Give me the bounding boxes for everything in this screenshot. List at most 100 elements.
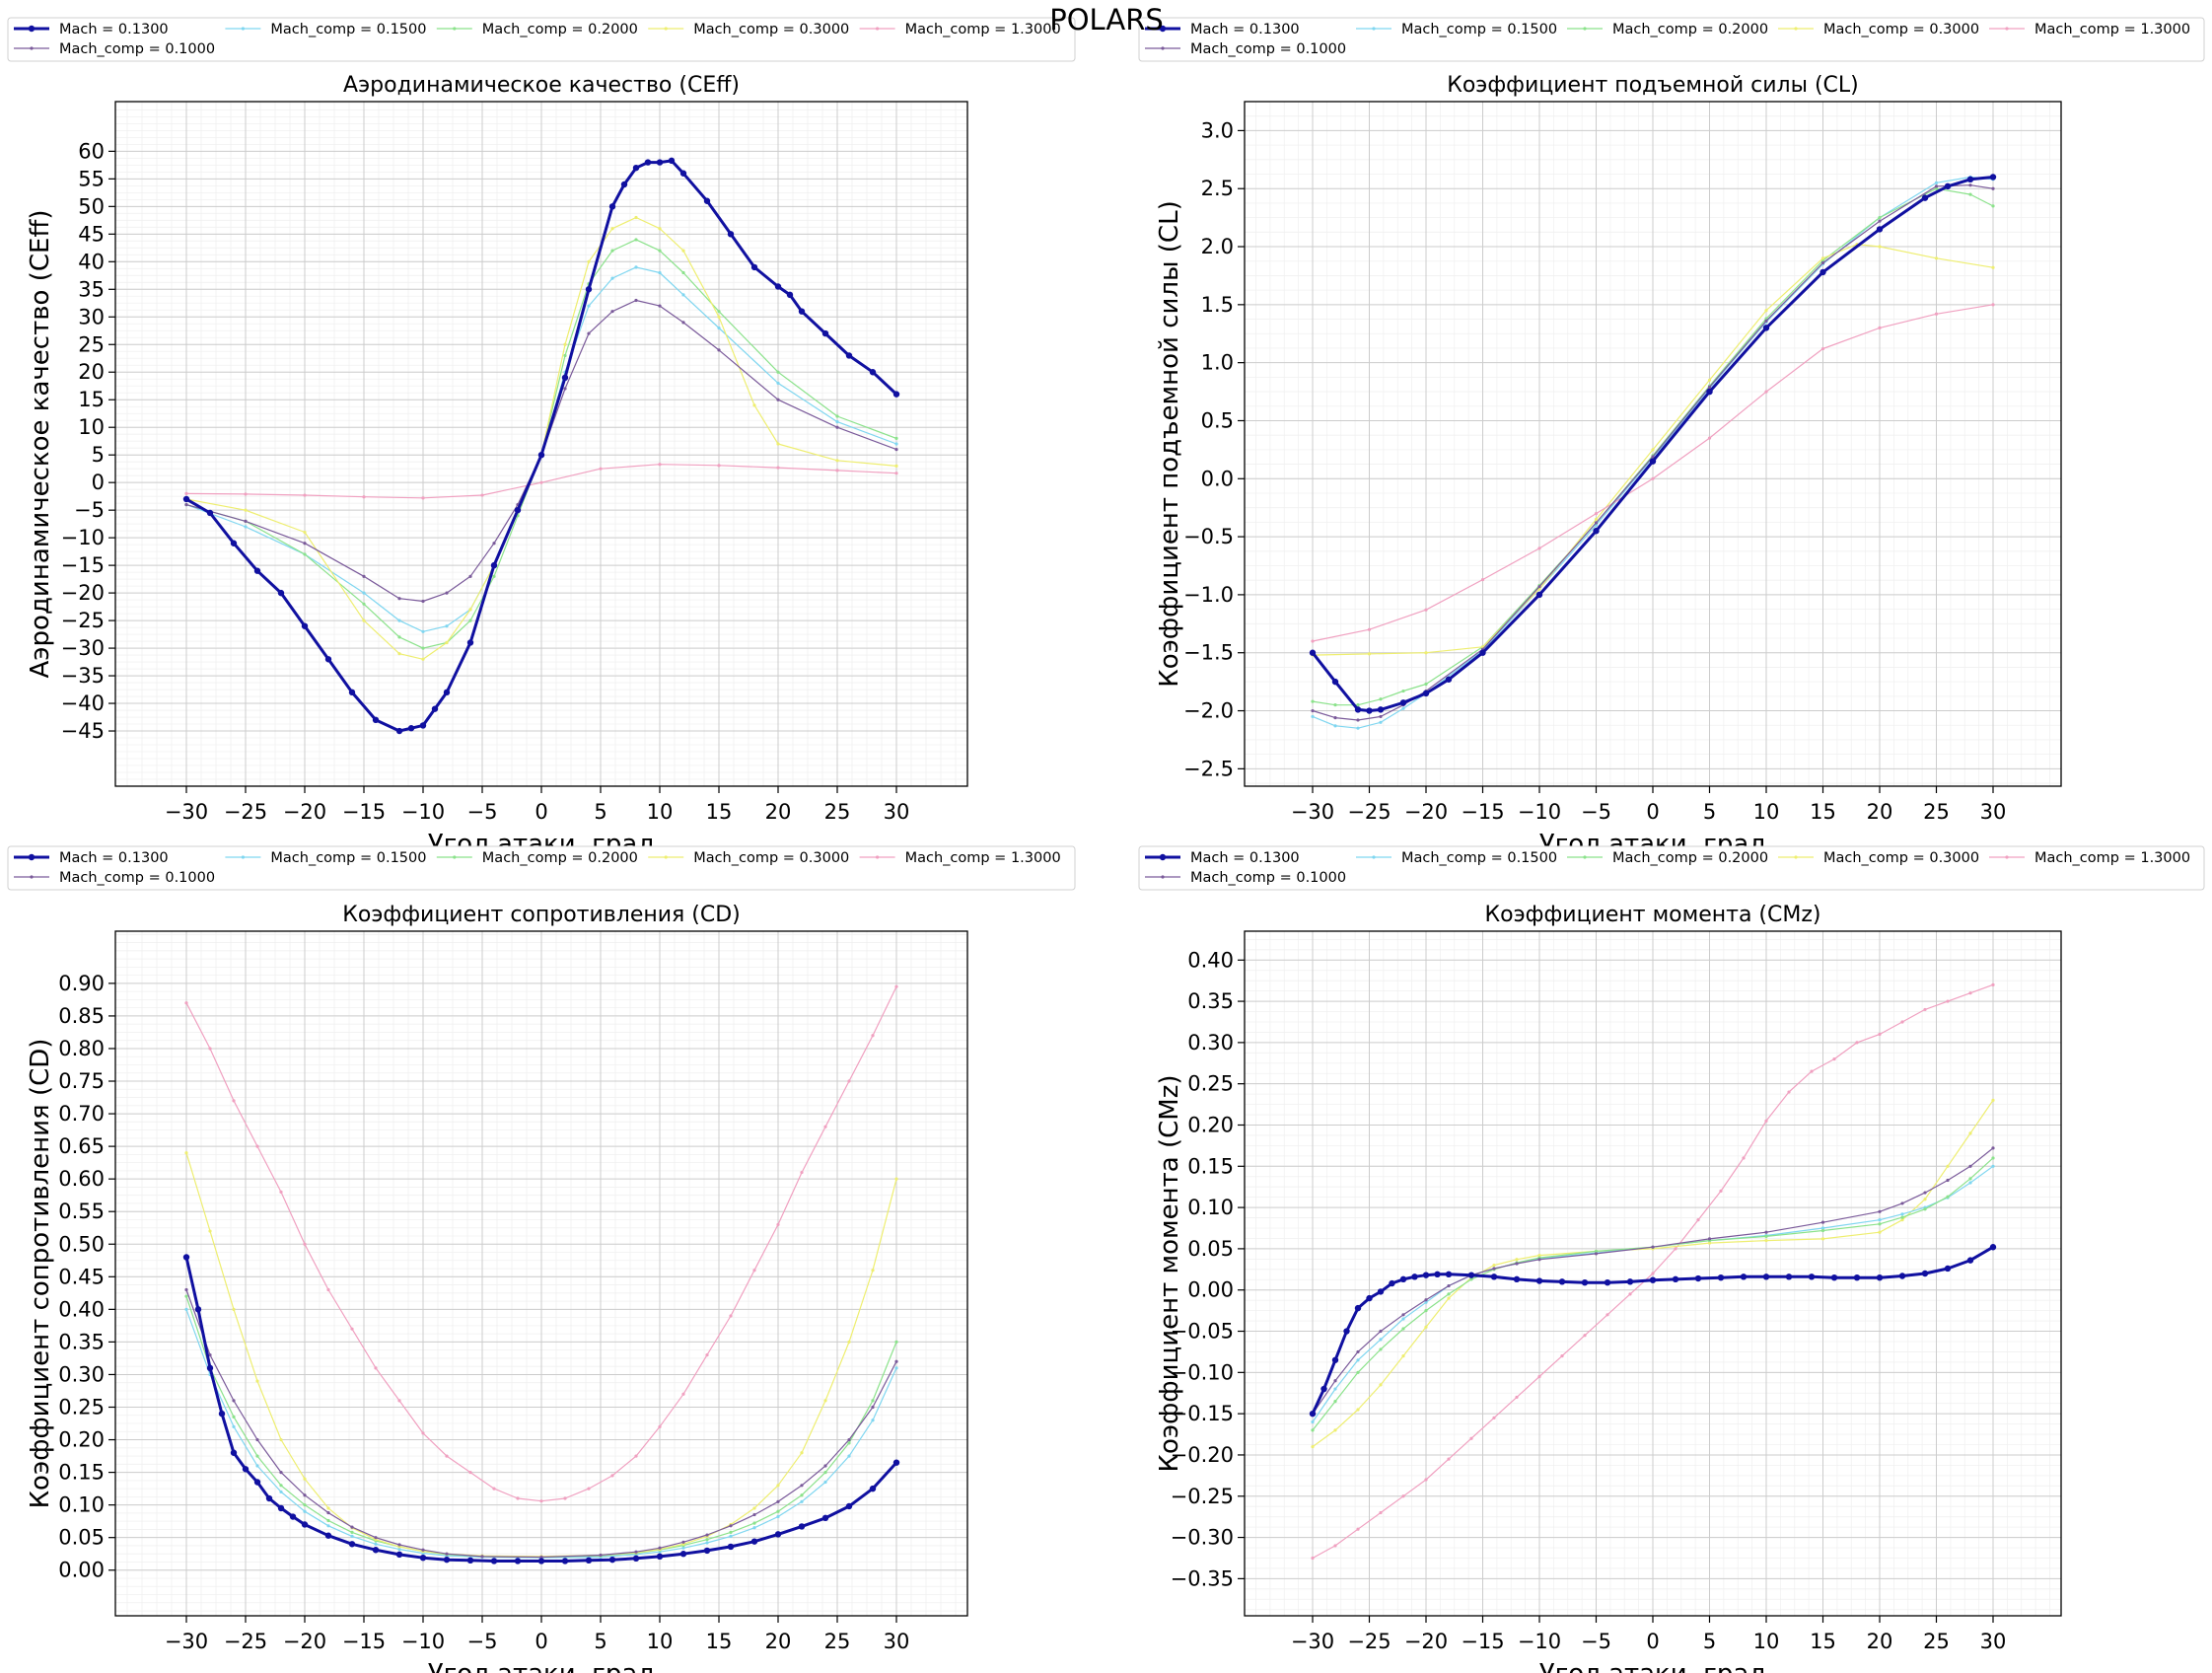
data-point <box>1707 1241 1712 1245</box>
y-tick-label: 0.30 <box>58 1362 105 1386</box>
data-point <box>514 506 522 514</box>
chart-panel-1: −30 −25 −20 −15 −10 −5 0 5 10 15 20 25 30 −45 −40 −35 −3… <box>7 17 1076 859</box>
legend-box <box>1138 845 2205 891</box>
chart-panel-3: −30 −25 −20 −15 −10 −5 0 5 10 15 20 25 30 0.00 0.05 0.1… <box>7 845 1076 1673</box>
y-tick-label: 0.20 <box>1187 1113 1234 1136</box>
y-tick-label: −1.5 <box>1183 641 1234 665</box>
data-point <box>277 1504 285 1512</box>
data-point <box>656 159 664 166</box>
legend-marker <box>1794 27 1798 31</box>
data-point <box>1764 309 1768 313</box>
legend-label: Mach_comp = 0.2000 <box>482 850 638 866</box>
data-point <box>776 1514 780 1519</box>
series-line <box>185 216 897 660</box>
series-line <box>1312 1100 1994 1448</box>
data-point <box>1934 186 1939 190</box>
data-point <box>208 1229 212 1233</box>
data-point <box>681 1540 685 1544</box>
y-tick-label: 25 <box>78 332 105 356</box>
x-tick-label: 0 <box>1646 800 1659 824</box>
data-point <box>823 1464 827 1468</box>
data-point <box>1309 1410 1317 1418</box>
x-tick-label: 0 <box>1646 1630 1659 1653</box>
data-point <box>1356 1349 1360 1354</box>
data-point <box>729 1314 733 1318</box>
data-point <box>681 293 685 297</box>
data-point <box>634 215 638 220</box>
data-point <box>894 1366 898 1370</box>
data-point <box>1966 176 1974 183</box>
data-point <box>445 1454 449 1458</box>
legend-marker <box>664 855 668 859</box>
data-point <box>1968 192 1972 196</box>
y-tick-label: 0.25 <box>1187 1072 1234 1096</box>
data-point <box>1356 1408 1360 1412</box>
data-point <box>871 1399 875 1403</box>
x-tick-label: 25 <box>1923 1630 1950 1653</box>
y-tick-label: 0.0 <box>1201 467 1234 490</box>
data-point <box>1707 436 1712 440</box>
data-point <box>244 508 248 512</box>
data-point <box>1356 1527 1360 1531</box>
data-point <box>1379 1338 1383 1342</box>
data-point <box>242 1466 250 1473</box>
data-point <box>324 1532 332 1539</box>
data-point <box>1649 1276 1657 1283</box>
y-tick-label: 0.00 <box>58 1559 105 1582</box>
data-point <box>539 1499 543 1503</box>
data-point <box>668 157 676 165</box>
data-point <box>1876 226 1884 233</box>
x-tick-label: −25 <box>1347 1630 1391 1653</box>
data-point <box>350 1525 354 1529</box>
y-tick-label: −10 <box>61 526 105 549</box>
chart-panel-2: −30 −25 −20 −15 −10 −5 0 5 10 15 20 25 30 −2.5 −2.0 −1.… <box>1138 17 2205 859</box>
x-tick-label: −15 <box>1461 800 1504 824</box>
data-point <box>752 403 756 407</box>
data-point <box>658 304 662 308</box>
data-point <box>1492 1267 1496 1271</box>
data-point <box>1651 1245 1655 1249</box>
data-point <box>1333 1428 1337 1432</box>
data-point <box>1311 714 1315 719</box>
data-point <box>1968 991 1972 995</box>
data-point <box>1356 726 1360 730</box>
data-point <box>350 1530 354 1534</box>
data-point <box>244 525 248 529</box>
y-tick-label: 2.0 <box>1201 235 1234 258</box>
data-point <box>1820 1228 1825 1233</box>
data-point <box>1707 385 1712 389</box>
data-point <box>894 1340 898 1344</box>
y-tick-label: 2.5 <box>1201 177 1234 200</box>
data-point <box>1594 511 1599 516</box>
y-tick-label: −15 <box>61 553 105 577</box>
data-point <box>1537 1374 1541 1379</box>
data-point <box>1513 1275 1521 1283</box>
data-point <box>681 321 685 325</box>
data-point <box>184 1294 188 1298</box>
data-point <box>1991 1156 1995 1160</box>
data-point <box>1594 521 1599 525</box>
x-tick-label: −25 <box>224 1630 267 1653</box>
data-point <box>1604 1278 1611 1286</box>
data-point <box>1447 1457 1451 1461</box>
data-point <box>835 425 839 429</box>
data-point <box>492 574 496 578</box>
y-axis-label: Коэффициент подъемной силы (CL) <box>1155 200 1184 687</box>
data-point <box>776 381 780 386</box>
data-point <box>1991 982 1995 986</box>
y-tick-label: 0.80 <box>58 1037 105 1060</box>
data-point <box>1424 651 1428 655</box>
data-point <box>184 1307 188 1311</box>
data-point <box>894 442 898 446</box>
data-point <box>1379 720 1383 724</box>
data-point <box>1356 1370 1360 1374</box>
data-point <box>303 1493 307 1497</box>
data-point <box>705 1533 709 1537</box>
data-point <box>1706 388 1713 396</box>
data-point <box>1399 1275 1407 1283</box>
data-point <box>1377 1288 1385 1295</box>
data-point <box>1674 1247 1677 1251</box>
series-line <box>1312 1165 1994 1422</box>
data-point <box>1515 1395 1519 1400</box>
data-point <box>847 1454 851 1458</box>
